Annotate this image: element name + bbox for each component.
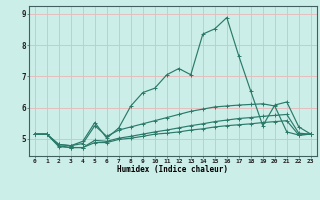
X-axis label: Humidex (Indice chaleur): Humidex (Indice chaleur) <box>117 165 228 174</box>
